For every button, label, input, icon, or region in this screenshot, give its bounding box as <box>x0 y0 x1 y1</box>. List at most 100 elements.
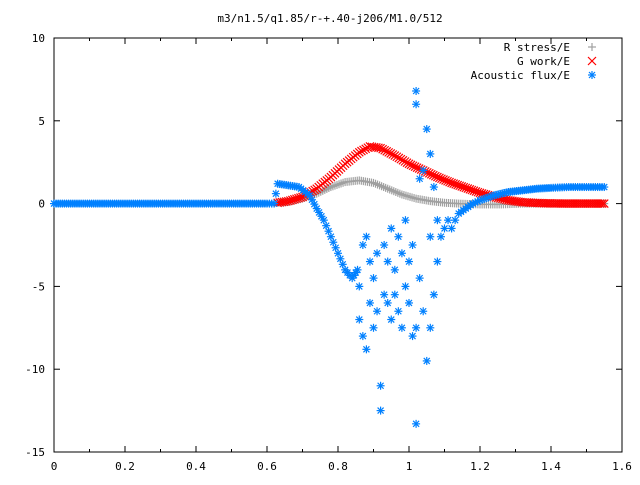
data-point <box>358 241 367 249</box>
data-point <box>389 187 398 196</box>
data-point <box>381 183 390 192</box>
data-point <box>376 381 385 390</box>
data-point <box>328 182 337 191</box>
data-point <box>422 125 431 134</box>
data-point <box>405 298 413 307</box>
y-tick-label: 5 <box>38 115 45 128</box>
data-point <box>379 183 388 192</box>
data-point <box>394 232 403 241</box>
data-point <box>436 232 445 241</box>
data-point <box>365 298 374 307</box>
data-point <box>572 199 582 209</box>
data-point <box>358 332 367 341</box>
data-point <box>440 224 449 233</box>
data-point <box>378 144 388 154</box>
data-point <box>391 188 400 197</box>
data-point <box>429 290 438 299</box>
data-point <box>383 298 392 307</box>
data-point <box>359 145 368 155</box>
data-point <box>574 199 584 209</box>
data-point <box>373 180 382 189</box>
data-point <box>600 183 609 192</box>
x-tick-label: 1 <box>406 460 413 473</box>
data-point <box>388 150 398 159</box>
data-point <box>451 216 460 225</box>
legend-label: R stress/E <box>504 41 570 54</box>
data-point <box>395 189 404 198</box>
data-point <box>331 243 340 252</box>
data-point <box>568 199 578 209</box>
data-point <box>419 307 428 316</box>
data-point <box>570 199 580 209</box>
data-point <box>271 189 280 198</box>
data-point <box>357 146 366 156</box>
data-point <box>369 178 378 187</box>
data-point <box>597 199 607 209</box>
data-point <box>382 146 392 156</box>
data-point <box>387 315 396 324</box>
series-layer <box>50 86 609 428</box>
data-point <box>339 178 348 187</box>
data-point <box>373 307 382 316</box>
data-point <box>578 199 588 209</box>
data-point <box>412 419 421 428</box>
data-point <box>361 144 371 154</box>
data-point <box>397 323 406 332</box>
x-tick-label: 1.4 <box>541 460 561 473</box>
data-point <box>336 254 345 263</box>
data-point <box>384 147 394 157</box>
axes: 0 0.2 0.4 0.6 0.8 1 1.2 1.4 1.6 -15 -10 -5 0 5 10 <box>25 32 632 473</box>
data-point <box>386 149 396 158</box>
data-point <box>332 180 341 189</box>
data-point <box>595 199 605 209</box>
data-point <box>385 185 394 194</box>
data-point <box>362 232 371 241</box>
data-point <box>564 199 574 209</box>
data-point <box>394 307 403 316</box>
data-point <box>369 274 378 283</box>
legend-label: Acoustic flux/E <box>471 69 570 82</box>
x-tick-label: 0.6 <box>257 460 277 473</box>
data-point <box>380 290 389 299</box>
data-point <box>562 199 572 208</box>
series-2 <box>50 86 609 428</box>
data-point <box>390 290 399 299</box>
data-point <box>412 323 421 332</box>
y-tick-label: 0 <box>38 198 45 211</box>
data-point <box>380 145 390 155</box>
data-point <box>426 323 435 332</box>
y-tick-label: 10 <box>32 32 45 45</box>
data-point <box>426 149 435 158</box>
data-point <box>369 323 378 332</box>
x-tick-label: 0.2 <box>115 460 135 473</box>
data-point <box>348 274 357 283</box>
legend-marker <box>588 71 596 79</box>
legend-marker <box>587 56 597 66</box>
data-point <box>599 199 609 209</box>
x-tick-label: 0.4 <box>186 460 206 473</box>
data-point <box>376 143 386 153</box>
data-point <box>355 282 364 291</box>
data-point <box>330 181 339 190</box>
data-point <box>581 199 590 209</box>
x-tick-label: 0 <box>51 460 58 473</box>
x-tick-label: 1.6 <box>612 460 632 473</box>
data-point <box>444 216 453 225</box>
x-tick-label: 1.2 <box>470 460 490 473</box>
data-point <box>355 315 364 324</box>
data-point <box>387 224 396 233</box>
data-point <box>415 274 424 283</box>
data-point <box>583 199 592 209</box>
data-point <box>589 199 599 209</box>
data-point <box>587 199 597 209</box>
data-point <box>380 241 389 249</box>
data-point <box>373 249 382 258</box>
data-point <box>387 186 396 195</box>
data-point <box>390 265 399 274</box>
data-point <box>270 199 279 208</box>
data-point <box>426 232 435 241</box>
data-point <box>376 406 385 415</box>
